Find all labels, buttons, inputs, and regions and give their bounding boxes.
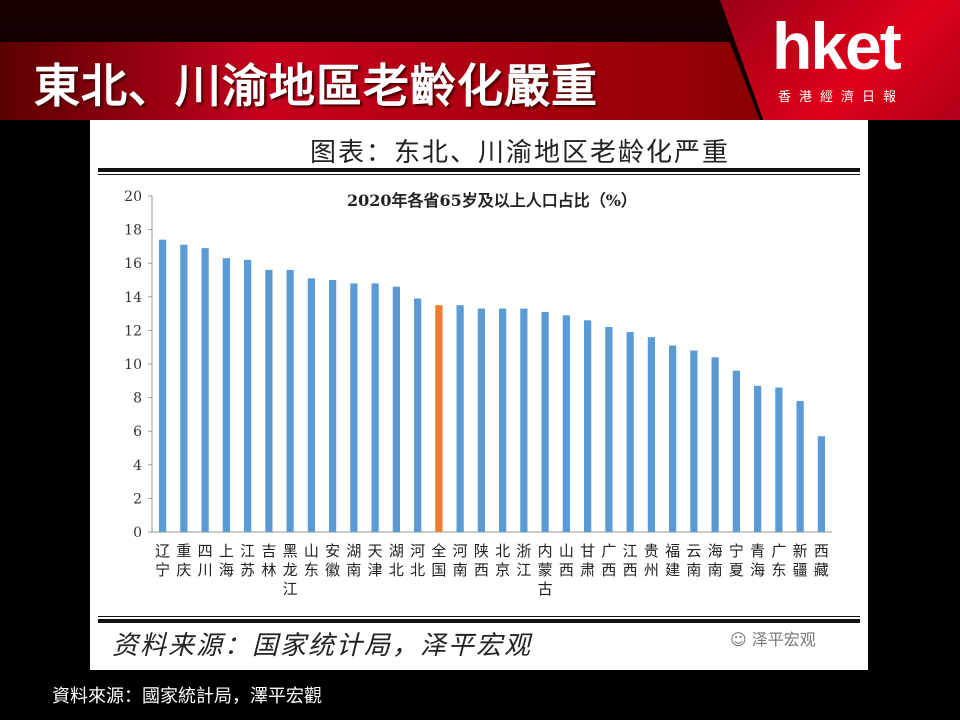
x-tick-label: 湖南 bbox=[346, 542, 361, 579]
chart-card: 图表：东北、川渝地区老龄化严重 资料来源：国家统计局，泽平宏观 ☺ 泽平宏观 2… bbox=[90, 120, 868, 670]
wechat-icon: ☺ bbox=[730, 630, 752, 649]
bar-7 bbox=[286, 269, 294, 532]
x-tick-label: 新疆 bbox=[793, 542, 808, 579]
x-tick-label: 四川 bbox=[198, 542, 213, 579]
y-tick-label: 4 bbox=[133, 458, 142, 474]
bar-25 bbox=[669, 345, 677, 532]
y-tick-label: 10 bbox=[124, 357, 142, 373]
watermark-text: 泽平宏观 bbox=[751, 630, 816, 649]
x-tick-label: 湖北 bbox=[389, 542, 404, 579]
bar-1 bbox=[159, 239, 167, 532]
chart-title: 2020年各省65岁及以上人口占比（%） bbox=[347, 191, 637, 210]
bar-4 bbox=[222, 258, 230, 532]
bar-16 bbox=[477, 308, 485, 532]
bar-10 bbox=[350, 283, 358, 532]
logo-plate bbox=[720, 0, 960, 120]
bar-31 bbox=[796, 400, 804, 532]
watermark: ☺ 泽平宏观 bbox=[730, 626, 816, 650]
x-tick-label: 广东 bbox=[771, 542, 786, 579]
footer-source-note: 資料來源：國家統計局，澤平宏觀 bbox=[52, 686, 322, 707]
title-rule bbox=[98, 168, 860, 172]
x-tick-label: 上海 bbox=[219, 542, 234, 579]
bar-32 bbox=[817, 436, 825, 532]
x-tick-label: 山西 bbox=[559, 542, 574, 579]
x-tick-label: 江西 bbox=[623, 542, 638, 579]
bar-14 bbox=[435, 305, 443, 532]
bar-6 bbox=[265, 269, 273, 532]
page-title: 東北、川渝地區老齡化嚴重 bbox=[34, 59, 598, 113]
bar-8 bbox=[307, 278, 315, 532]
y-tick-label: 14 bbox=[124, 290, 142, 306]
y-tick-label: 20 bbox=[124, 189, 142, 205]
source-rule bbox=[98, 619, 860, 623]
bar-5 bbox=[244, 259, 252, 532]
x-tick-label: 甘肃 bbox=[580, 542, 595, 579]
y-tick-label: 0 bbox=[133, 525, 142, 541]
x-tick-label: 贵州 bbox=[644, 542, 659, 579]
x-tick-label: 西藏 bbox=[814, 542, 829, 579]
x-tick-label: 河南 bbox=[453, 542, 468, 579]
x-tick-label: 内蒙古 bbox=[538, 542, 553, 598]
bar-17 bbox=[499, 308, 507, 532]
bar-22 bbox=[605, 327, 613, 532]
x-tick-label: 河北 bbox=[410, 542, 425, 579]
x-tick-label: 青海 bbox=[750, 542, 765, 579]
x-tick-label: 吉林 bbox=[261, 542, 276, 579]
x-tick-label: 山东 bbox=[304, 542, 319, 579]
x-tick-label: 天津 bbox=[368, 542, 383, 579]
y-tick-label: 16 bbox=[124, 256, 142, 272]
bar-3 bbox=[201, 248, 209, 532]
x-tick-label: 广西 bbox=[601, 542, 616, 579]
y-tick-label: 2 bbox=[133, 491, 142, 507]
x-tick-label: 江苏 bbox=[240, 542, 255, 579]
bar-19 bbox=[541, 311, 549, 532]
x-tick-label: 重庆 bbox=[176, 542, 191, 579]
x-tick-label: 辽宁 bbox=[155, 542, 170, 579]
x-tick-label: 海南 bbox=[708, 542, 723, 579]
x-tick-label: 福建 bbox=[665, 542, 680, 579]
x-tick-label: 全国 bbox=[431, 542, 446, 579]
bar-2 bbox=[180, 244, 188, 532]
x-tick-label: 黑龙江 bbox=[283, 542, 298, 598]
bar-20 bbox=[562, 315, 570, 532]
bar-28 bbox=[732, 370, 740, 532]
x-tick-label: 陕西 bbox=[474, 542, 489, 579]
hket-logo-subtitle: 香港經濟日報 bbox=[778, 90, 905, 105]
bar-27 bbox=[711, 357, 719, 532]
bar-chart: 2020年各省65岁及以上人口占比（%） 0 2 4 6 8 10 12 14 16 18 20 辽宁重… bbox=[124, 189, 832, 598]
y-tick-label: 6 bbox=[133, 424, 142, 440]
hket-logo[interactable]: hket bbox=[772, 9, 902, 83]
bar-13 bbox=[414, 298, 422, 532]
bar-15 bbox=[456, 305, 464, 532]
x-tick-label: 北京 bbox=[495, 542, 510, 579]
bar-30 bbox=[775, 387, 783, 532]
bar-29 bbox=[754, 385, 762, 532]
bar-12 bbox=[392, 286, 400, 532]
x-tick-label: 宁夏 bbox=[729, 542, 744, 579]
x-tick-label: 云南 bbox=[686, 542, 701, 579]
x-tick-label: 浙江 bbox=[516, 542, 531, 579]
bar-11 bbox=[371, 283, 379, 532]
chart-source-note: 资料来源：国家统计局，泽平宏观 bbox=[112, 631, 533, 661]
bar-24 bbox=[647, 337, 655, 532]
chart-card-title: 图表：东北、川渝地区老龄化严重 bbox=[309, 138, 730, 168]
title-rule-thin bbox=[98, 174, 860, 175]
x-tick-label: 安徽 bbox=[325, 542, 340, 579]
bar-26 bbox=[690, 350, 698, 532]
source-rule-thin bbox=[98, 616, 860, 617]
bar-23 bbox=[626, 332, 634, 532]
y-tick-label: 12 bbox=[124, 323, 142, 339]
y-tick-label: 8 bbox=[133, 391, 142, 407]
bar-9 bbox=[329, 280, 337, 532]
title-band bbox=[0, 42, 760, 120]
bar-21 bbox=[584, 320, 592, 532]
y-tick-label: 18 bbox=[124, 223, 142, 239]
bar-18 bbox=[520, 308, 528, 532]
